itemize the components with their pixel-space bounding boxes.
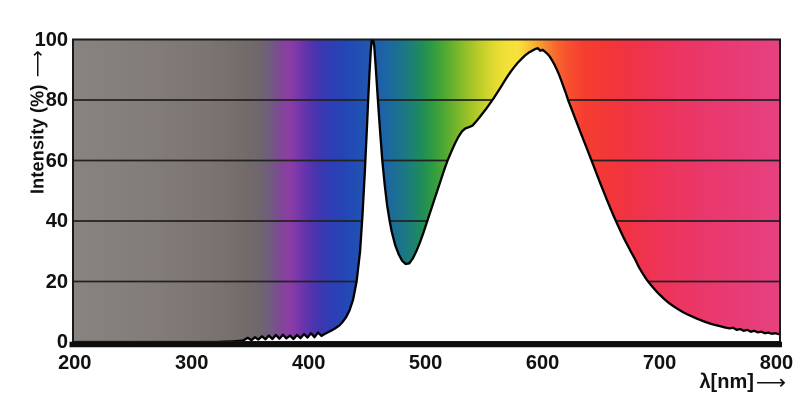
area-under-curve bbox=[73, 39, 780, 342]
x-tick-label-300: 300 bbox=[175, 352, 209, 374]
y-tick-label-20: 20 bbox=[45, 270, 68, 293]
y-tick-label-80: 80 bbox=[45, 89, 68, 111]
x-tick-label-200: 200 bbox=[58, 352, 92, 374]
y-tick-label-60: 60 bbox=[45, 149, 68, 172]
x-tick-label-500: 500 bbox=[408, 352, 443, 374]
x-tick-label-700: 700 bbox=[642, 352, 677, 374]
x-axis-title-text: λ[nm] bbox=[699, 371, 754, 393]
y-axis-title: Intensity (%) ⟶ bbox=[27, 50, 50, 194]
up-arrow-icon: ⟶ bbox=[27, 49, 49, 78]
y-tick-label-40: 40 bbox=[45, 210, 68, 232]
x-axis-title: λ[nm] ⟶ bbox=[699, 370, 786, 395]
x-tick-label-800: 800 bbox=[759, 352, 794, 374]
x-tick-label-600: 600 bbox=[525, 352, 560, 374]
y-tick-label-0: 0 bbox=[56, 331, 68, 353]
spectrum-curve bbox=[73, 38, 782, 344]
y-tick-label-100: 100 bbox=[34, 28, 68, 51]
x-tick-label-400: 400 bbox=[291, 352, 326, 374]
right-arrow-icon: ⟶ bbox=[755, 371, 786, 394]
